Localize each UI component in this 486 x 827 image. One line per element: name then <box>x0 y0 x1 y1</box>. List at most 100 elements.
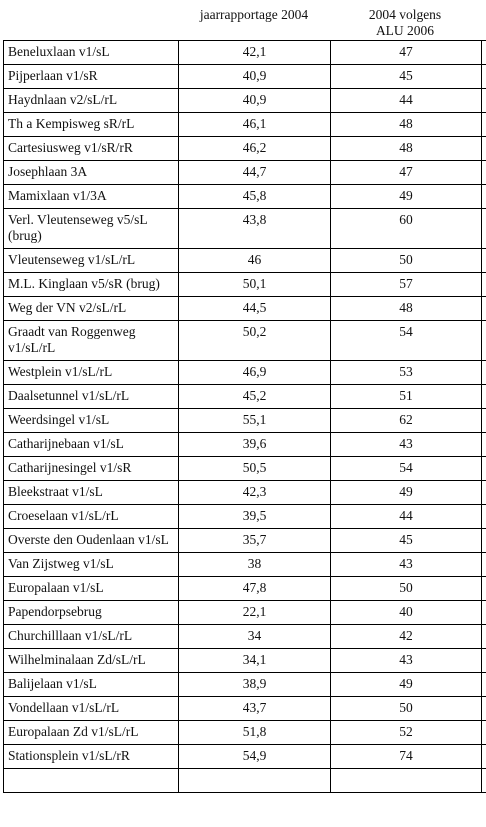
cell <box>481 576 486 601</box>
cell <box>481 696 486 721</box>
table-row: Daalsetunnel v1/sL/rL 45,2 51 <box>3 384 486 409</box>
value-cell: 54 <box>330 320 482 361</box>
value-cell: 40 <box>330 600 482 625</box>
table-row: Churchilllaan v1/sL/rL 34 42 <box>3 624 486 649</box>
cell <box>481 552 486 577</box>
cell <box>481 296 486 321</box>
street-name: Papendorpsebrug <box>3 600 179 625</box>
value-cell: 46,9 <box>178 360 331 385</box>
value-cell: 46 <box>178 248 331 273</box>
street-name: Beneluxlaan v1/sL <box>3 40 179 65</box>
street-name: Verl. Vleutenseweg v5/sL (brug) <box>3 208 179 249</box>
street-name: Bleekstraat v1/sL <box>3 480 179 505</box>
street-name: Churchilllaan v1/sL/rL <box>3 624 179 649</box>
cell <box>3 768 179 793</box>
table-body: Beneluxlaan v1/sL 42,1 47 Pijperlaan v1/sR 4… <box>3 40 486 769</box>
table-row: Catharijnesingel v1/sR 50,5 54 <box>3 456 486 481</box>
cell <box>481 184 486 209</box>
value-cell: 44,7 <box>178 160 331 185</box>
street-name: Pijperlaan v1/sR <box>3 64 179 89</box>
table-row: Vleutenseweg v1/sL/rL 46 50 <box>3 248 486 273</box>
value-cell: 49 <box>330 184 482 209</box>
column-header: 2004 volgens ALU 2006 <box>368 7 442 38</box>
column-header: jaarrapportage 2004 <box>199 7 309 22</box>
value-cell: 40,9 <box>178 88 331 113</box>
value-cell: 47,8 <box>178 576 331 601</box>
street-name: Europalaan v1/sL <box>3 576 179 601</box>
table-row: Mamixlaan v1/3A 45,8 49 <box>3 184 486 209</box>
table-row: Wilhelminalaan Zd/sL/rL 34,1 43 <box>3 648 486 673</box>
table-row: Vondellaan v1/sL/rL 43,7 50 <box>3 696 486 721</box>
table-row: Verl. Vleutenseweg v5/sL (brug) 43,8 60 <box>3 208 486 249</box>
value-cell: 38 <box>178 552 331 577</box>
cell <box>481 360 486 385</box>
cell <box>481 600 486 625</box>
table-row: Josephlaan 3A 44,7 47 <box>3 160 486 185</box>
street-name: Vondellaan v1/sL/rL <box>3 696 179 721</box>
value-cell: 54,9 <box>178 744 331 769</box>
cell <box>178 768 331 793</box>
value-cell: 44 <box>330 504 482 529</box>
value-cell: 47 <box>330 160 482 185</box>
cell <box>481 672 486 697</box>
value-cell: 49 <box>330 480 482 505</box>
value-cell: 62 <box>330 408 482 433</box>
value-cell: 57 <box>330 272 482 297</box>
value-cell: 52 <box>330 720 482 745</box>
cell <box>481 88 486 113</box>
table-footer <box>3 768 486 793</box>
street-name: Overste den Oudenlaan v1/sL <box>3 528 179 553</box>
table-row: Th a Kempisweg sR/rL 46,1 48 <box>3 112 486 137</box>
table-row: Westplein v1/sL/rL 46,9 53 <box>3 360 486 385</box>
value-cell: 38,9 <box>178 672 331 697</box>
value-cell: 53 <box>330 360 482 385</box>
value-cell: 42,1 <box>178 40 331 65</box>
cell <box>481 384 486 409</box>
value-cell: 43,7 <box>178 696 331 721</box>
cell <box>481 112 486 137</box>
table-row: Graadt van Roggenweg v1/sL/rL 50,2 54 <box>3 320 486 361</box>
street-name: Haydnlaan v2/sL/rL <box>3 88 179 113</box>
cell <box>481 40 486 65</box>
value-cell: 45 <box>330 528 482 553</box>
value-cell: 44 <box>330 88 482 113</box>
value-cell: 46,1 <box>178 112 331 137</box>
table-row: Pijperlaan v1/sR 40,9 45 <box>3 64 486 89</box>
street-name: Balijelaan v1/sL <box>3 672 179 697</box>
street-name: Stationsplein v1/sL/rR <box>3 744 179 769</box>
street-name: Josephlaan 3A <box>3 160 179 185</box>
value-cell: 45,2 <box>178 384 331 409</box>
value-cell: 51 <box>330 384 482 409</box>
street-name: Catharijnesingel v1/sR <box>3 456 179 481</box>
table-row: Catharijnebaan v1/sL 39,6 43 <box>3 432 486 457</box>
street-name: Wilhelminalaan Zd/sL/rL <box>3 648 179 673</box>
table-row: Weg der VN v2/sL/rL 44,5 48 <box>3 296 486 321</box>
street-name: Westplein v1/sL/rL <box>3 360 179 385</box>
data-table: Beneluxlaan v1/sL 42,1 47 Pijperlaan v1/sR 4… <box>3 40 486 793</box>
value-cell: 45 <box>330 64 482 89</box>
value-cell: 74 <box>330 744 482 769</box>
value-cell: 43 <box>330 552 482 577</box>
value-cell: 35,7 <box>178 528 331 553</box>
value-cell: 47 <box>330 40 482 65</box>
cell <box>481 624 486 649</box>
cell <box>481 248 486 273</box>
value-cell: 22,1 <box>178 600 331 625</box>
street-name: Mamixlaan v1/3A <box>3 184 179 209</box>
street-name: Croeselaan v1/sL/rL <box>3 504 179 529</box>
table-row: Stationsplein v1/sL/rR 54,9 74 <box>3 744 486 769</box>
value-cell: 46,2 <box>178 136 331 161</box>
table-row: M.L. Kinglaan v5/sR (brug) 50,1 57 <box>3 272 486 297</box>
table-row: Balijelaan v1/sL 38,9 49 <box>3 672 486 697</box>
value-cell: 42,3 <box>178 480 331 505</box>
value-cell: 34,1 <box>178 648 331 673</box>
street-name: Daalsetunnel v1/sL/rL <box>3 384 179 409</box>
value-cell: 34 <box>178 624 331 649</box>
value-cell: 50,2 <box>178 320 331 361</box>
value-cell: 43 <box>330 432 482 457</box>
cell <box>481 64 486 89</box>
cell <box>481 208 486 249</box>
value-cell: 39,5 <box>178 504 331 529</box>
street-name: Th a Kempisweg sR/rL <box>3 112 179 137</box>
